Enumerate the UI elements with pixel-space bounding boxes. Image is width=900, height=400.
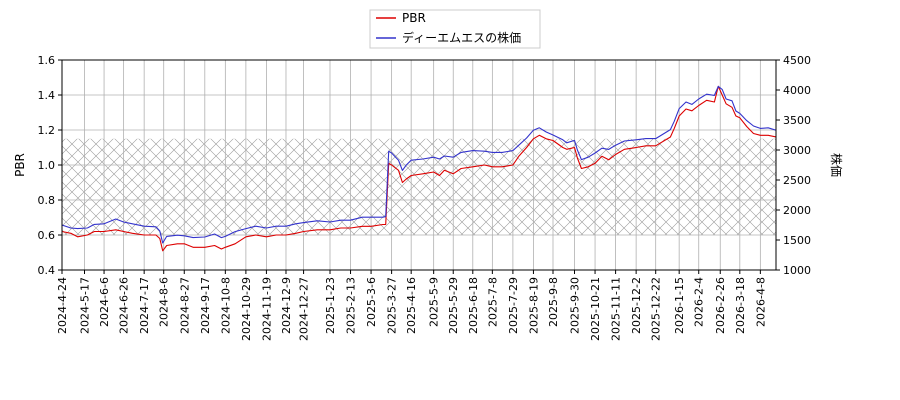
grid-lines	[61, 59, 776, 271]
x-tick-label: 2025-3-27	[386, 277, 399, 334]
x-tick-label: 2024-8-6	[158, 277, 171, 327]
x-tick-label: 2026-3-18	[734, 277, 747, 334]
y-right-tick-label: 3500	[783, 114, 811, 127]
x-tick-label: 2025-10-21	[589, 277, 602, 341]
y-left-tick-label: 1.0	[38, 159, 56, 172]
series-layer	[62, 85, 776, 252]
y-left-tick-label: 1.6	[38, 54, 56, 67]
x-tick-label: 2026-1-15	[673, 277, 686, 334]
x-tick-label: 2025-1-23	[324, 277, 337, 334]
y-right-tick-label: 1500	[783, 234, 811, 247]
x-tick-label: 2024-12-27	[298, 277, 311, 341]
series-line-pbr	[62, 85, 776, 252]
legend-label-stock-price: ディーエムエスの株価	[402, 30, 521, 45]
y-left-tick-label: 1.4	[38, 89, 56, 102]
x-tick-label: 2026-2-26	[714, 277, 727, 334]
x-tick-label: 2024-5-17	[78, 277, 91, 334]
y-right-tick-label: 4500	[783, 54, 811, 67]
x-tick-label: 2024-6-6	[98, 277, 111, 327]
x-tick-label: 2025-6-18	[467, 277, 480, 334]
x-tick-label: 2024-7-17	[138, 277, 151, 334]
x-tick-label: 2024-10-29	[240, 277, 253, 341]
legend-label-pbr: PBR	[402, 11, 426, 25]
legend: PBR ディーエムエスの株価	[369, 9, 541, 49]
x-tick-label: 2026-4-8	[754, 277, 767, 327]
y-left-tick-label: 0.4	[38, 264, 56, 277]
x-tick-label: 2025-12-2	[630, 277, 643, 334]
x-tick-label: 2024-9-17	[199, 277, 212, 334]
x-tick-label: 2024-10-8	[219, 277, 232, 334]
y-right-tick-label: 4000	[783, 84, 811, 97]
y-right-tick-label: 1000	[783, 264, 811, 277]
legend-box	[369, 9, 541, 49]
y-right-tick-label: 3000	[783, 144, 811, 157]
y-right-tick-labels: 1000 1500 2000 2500 3000 3500 4000 4500	[783, 54, 811, 277]
x-tick-label: 2025-9-8	[547, 277, 560, 327]
x-tick-label: 2025-9-30	[569, 277, 582, 334]
y-left-tick-labels: 0.4 0.6 0.8 1.0 1.2 1.4 1.6	[38, 54, 56, 277]
tick-marks	[58, 59, 780, 274]
series-line-stock-price	[62, 85, 776, 244]
x-tick-label: 2024-11-19	[260, 277, 273, 341]
x-tick-label: 2026-2-4	[693, 277, 706, 327]
x-tick-label: 2025-12-22	[650, 277, 663, 341]
y-right-tick-label: 2500	[783, 174, 811, 187]
x-tick-label: 2025-5-9	[428, 277, 441, 327]
x-tick-label: 2025-4-16	[405, 277, 418, 334]
x-tick-label: 2025-5-29	[447, 277, 460, 334]
y-left-tick-label: 0.8	[38, 194, 56, 207]
x-tick-label: 2025-2-13	[345, 277, 358, 334]
y-left-axis-label: PBR	[13, 153, 27, 177]
x-tick-label: 2025-7-29	[507, 277, 520, 334]
x-tick-label: 2025-7-8	[486, 277, 499, 327]
x-tick-label: 2024-6-26	[118, 277, 131, 334]
y-right-tick-label: 2000	[783, 204, 811, 217]
x-tick-label: 2025-3-6	[365, 277, 378, 327]
x-tick-labels: 2024-4-24 2024-5-17 2024-6-6 2024-6-26 2024-…	[56, 277, 767, 341]
x-tick-label: 2024-8-27	[178, 277, 191, 334]
x-tick-label: 2024-4-24	[56, 277, 69, 334]
x-tick-label: 2024-12-9	[280, 277, 293, 334]
y-left-tick-label: 1.2	[38, 124, 56, 137]
y-left-tick-label: 0.6	[38, 229, 56, 242]
pbr-range-band	[62, 138, 776, 235]
x-tick-label: 2025-11-11	[610, 277, 623, 341]
x-tick-label: 2025-8-19	[527, 277, 540, 334]
y-right-axis-label: 株価	[829, 153, 844, 177]
